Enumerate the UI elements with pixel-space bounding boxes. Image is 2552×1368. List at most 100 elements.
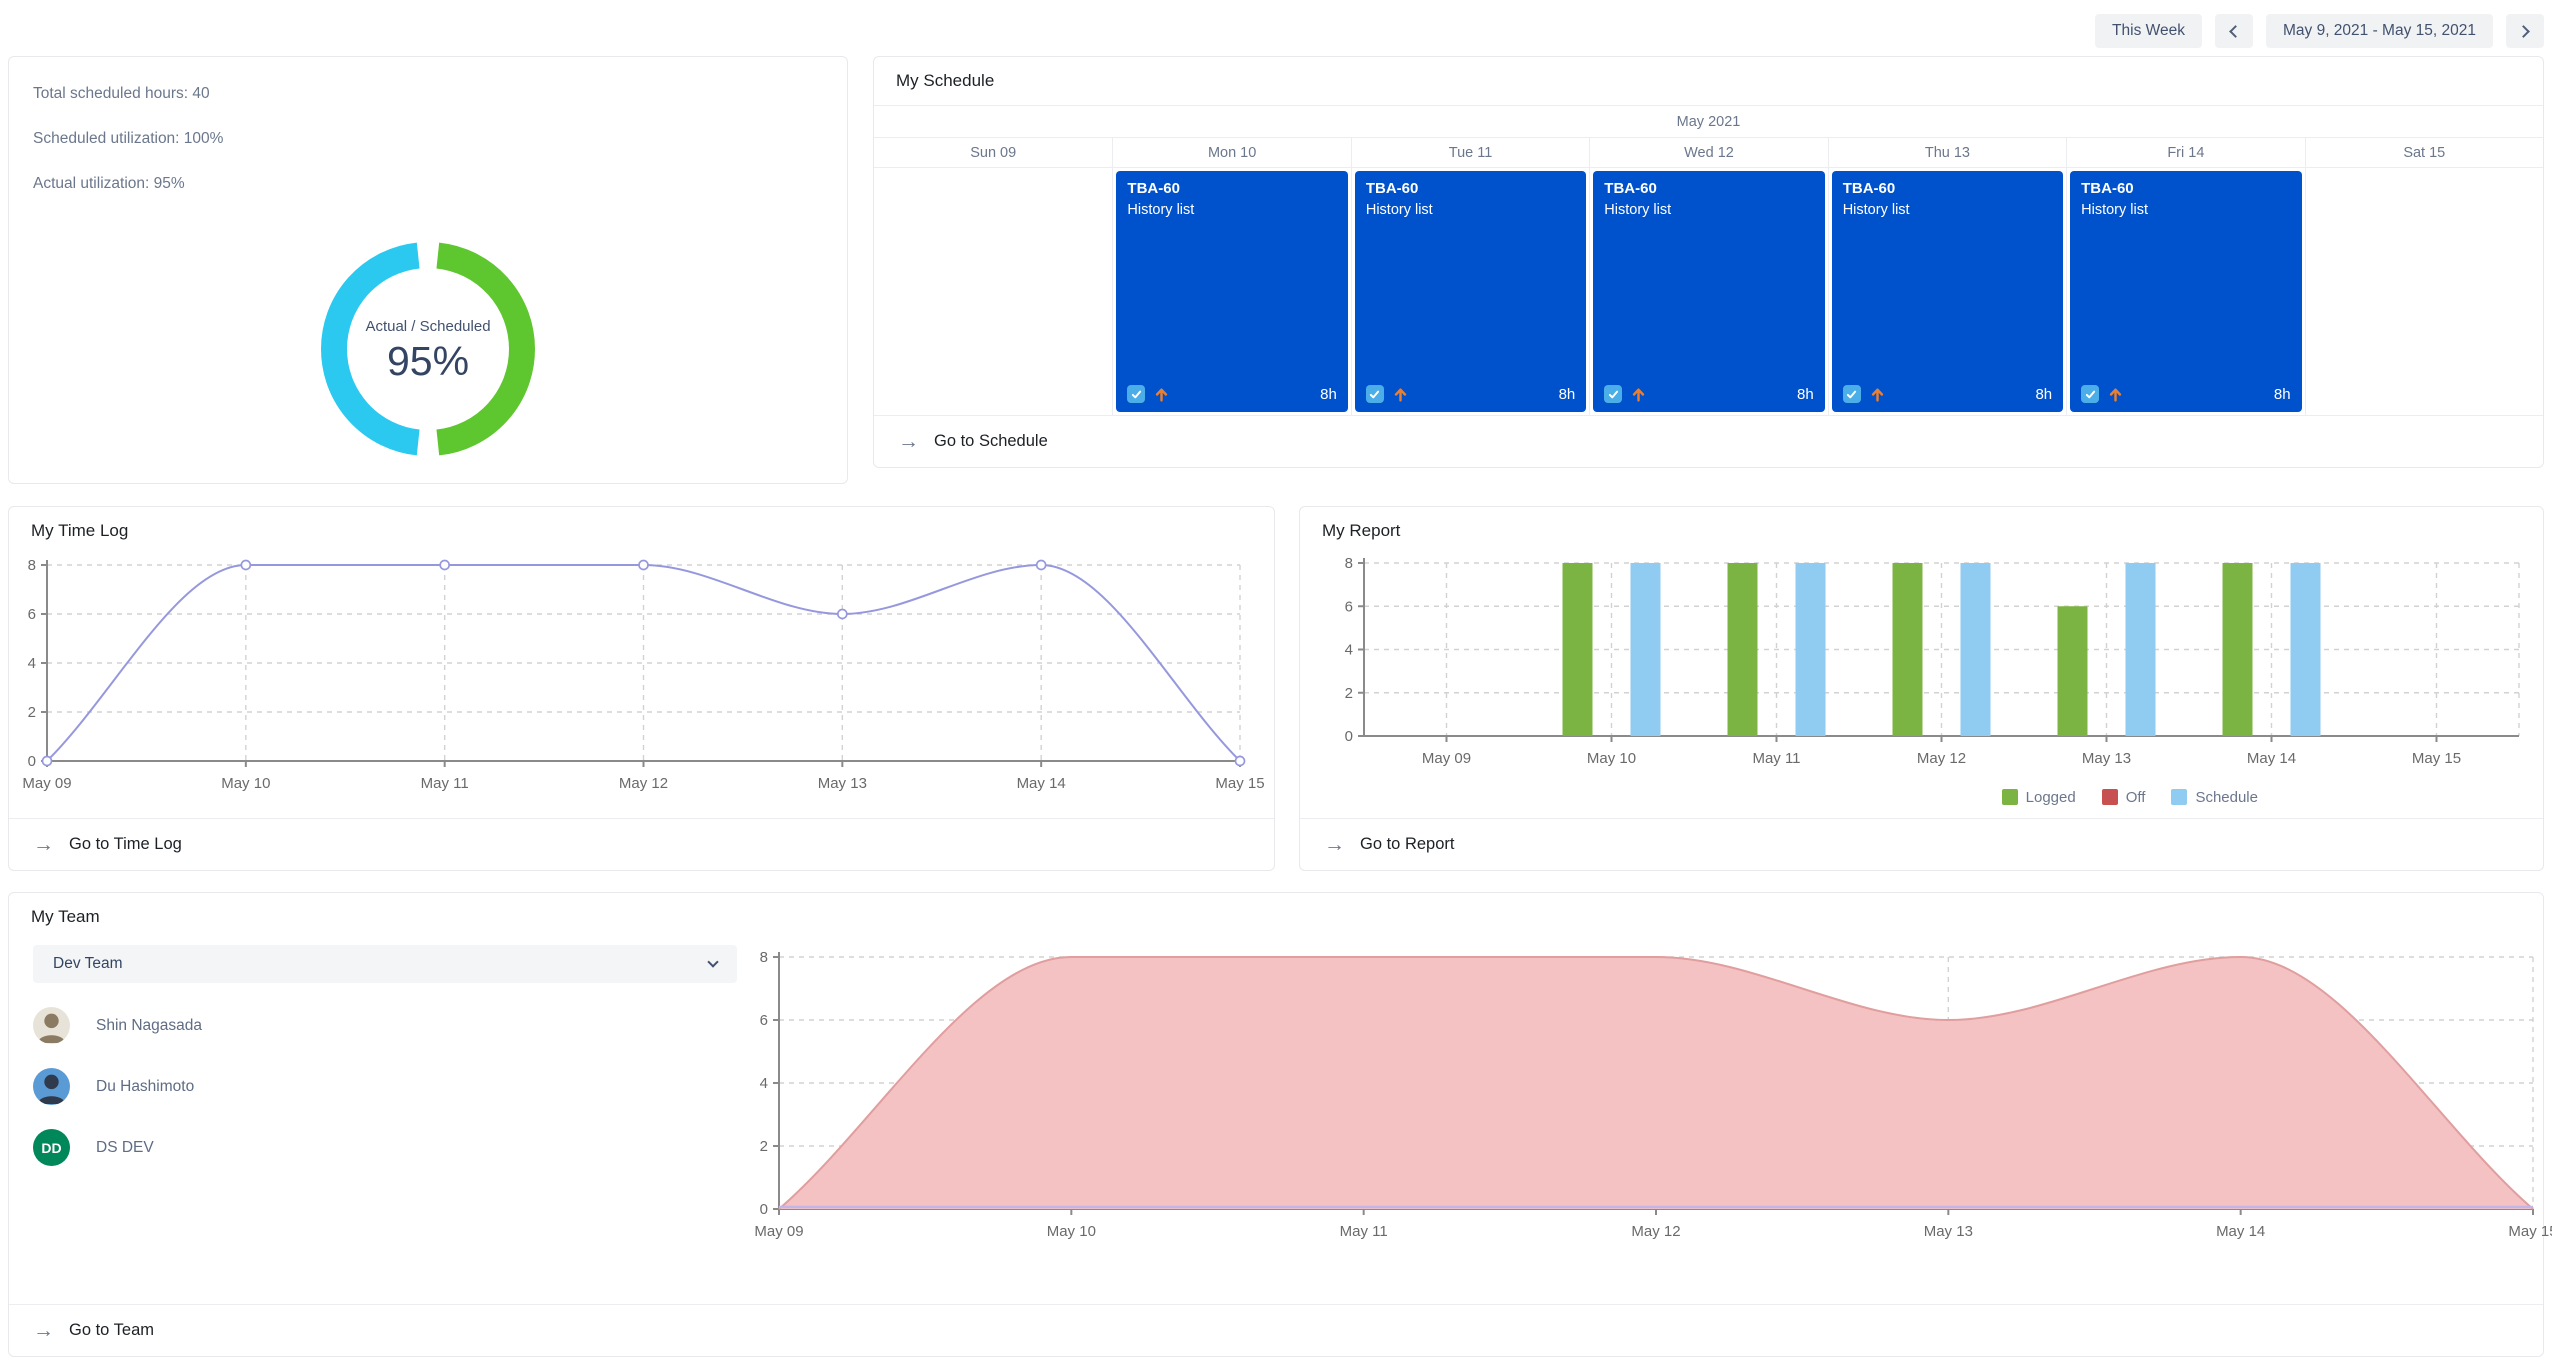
chevron-left-icon — [2229, 24, 2243, 38]
event-hours: 8h — [1320, 385, 1337, 403]
logged-swatch-icon — [2001, 789, 2018, 805]
day-header-tue: Tue 11 — [1350, 138, 1589, 167]
member-name: Du Hashimoto — [96, 1077, 195, 1095]
event-summary: History list — [2081, 202, 2149, 218]
schedule-event[interactable]: TBA-60 History list 8h — [1593, 171, 1825, 412]
event-issue-key: TBA-60 — [1365, 180, 1419, 197]
svg-text:May 09: May 09 — [1422, 750, 1471, 767]
svg-text:May 13: May 13 — [818, 775, 867, 792]
go-to-timelog-link[interactable]: → Go to Time Log — [9, 818, 1274, 870]
day-header-fri: Fri 14 — [2066, 138, 2304, 167]
this-week-button[interactable]: This Week — [2095, 14, 2202, 48]
schedule-event[interactable]: TBA-60 History list 8h — [1354, 171, 1587, 412]
schedule-event[interactable]: TBA-60 History list 8h — [1831, 171, 2064, 412]
task-type-icon — [1604, 385, 1623, 403]
priority-high-icon — [1630, 386, 1647, 403]
team-member-row[interactable]: DD DS DEV — [33, 1129, 737, 1166]
timelog-card: My Time Log 0 2 4 6 8 May 09 May 10 May 11 May 1… — [8, 506, 1275, 871]
team-title: My Team — [31, 907, 100, 926]
go-to-timelog-label: Go to Time Log — [69, 835, 182, 853]
scheduled-utilization-text: Scheduled utilization: 100% — [33, 130, 224, 147]
schedule-event[interactable]: TBA-60 History list 8h — [1116, 171, 1348, 412]
svg-text:May 10: May 10 — [1047, 1223, 1096, 1240]
event-hours: 8h — [1797, 385, 1814, 403]
event-summary: History list — [1365, 202, 1433, 218]
total-scheduled-hours-text: Total scheduled hours: 40 — [33, 85, 210, 102]
go-to-schedule-link[interactable]: → Go to Schedule — [874, 415, 2543, 467]
svg-text:6: 6 — [1345, 598, 1353, 615]
actual-utilization-text: Actual utilization: 95% — [33, 175, 185, 192]
svg-text:2: 2 — [1345, 685, 1353, 702]
schedule-card: My Schedule May 2021 Sun 09 Mon 10 Tue 1… — [873, 56, 2544, 468]
svg-text:May 14: May 14 — [2247, 750, 2296, 767]
report-title: My Report — [1322, 521, 1401, 540]
report-chart-svg: 0 2 4 6 8 May 09 May 10 May 11 May 12 May 13 May 1… — [1345, 555, 2520, 767]
avatar — [33, 1007, 70, 1044]
donut-chart-svg — [321, 242, 535, 456]
go-to-schedule-label: Go to Schedule — [934, 432, 1048, 450]
task-type-icon — [1842, 385, 1861, 403]
svg-text:May 14: May 14 — [1017, 775, 1066, 792]
event-issue-key: TBA-60 — [1127, 180, 1180, 197]
go-to-team-label: Go to Team — [69, 1321, 154, 1339]
day-header-row: Sun 09 Mon 10 Tue 11 Wed 12 Thu 13 Fri 1… — [874, 137, 2543, 168]
chevron-right-icon — [2516, 24, 2530, 38]
go-to-report-link[interactable]: → Go to Report — [1300, 818, 2543, 870]
day-cell-sun — [874, 168, 1112, 415]
team-card: My Team Dev Team Shin Nagasada — [8, 892, 2552, 1357]
svg-text:May 11: May 11 — [421, 775, 469, 792]
event-hours: 8h — [2273, 385, 2291, 403]
schedule-events-row: TBA-60 History list 8h TBA-60 History li… — [874, 168, 2543, 415]
svg-text:May 10: May 10 — [221, 775, 270, 792]
svg-text:4: 4 — [760, 1075, 768, 1092]
legend-item-schedule: Schedule — [2171, 789, 2258, 806]
timelog-chart-svg: 0 2 4 6 8 May 09 May 10 May 11 May 12 May 13 May 1… — [22, 557, 1264, 792]
event-summary: History list — [1127, 202, 1195, 218]
go-to-team-link[interactable]: → Go to Team — [9, 1304, 2543, 1356]
team-selector-value: Dev Team — [53, 955, 123, 972]
schedule-swatch-icon — [2171, 789, 2188, 805]
svg-text:0: 0 — [1345, 728, 1353, 745]
priority-high-icon — [1153, 386, 1170, 403]
event-issue-key: TBA-60 — [1604, 180, 1657, 197]
legend-label: Logged — [2025, 788, 2076, 806]
task-type-icon — [2081, 385, 2100, 403]
svg-text:May 11: May 11 — [1340, 1223, 1388, 1240]
day-header-mon: Mon 10 — [1112, 138, 1350, 167]
svg-text:8: 8 — [760, 949, 768, 966]
schedule-event[interactable]: TBA-60 History list 8h — [2070, 171, 2302, 412]
team-member-row[interactable]: Du Hashimoto — [33, 1068, 737, 1105]
legend-item-logged: Logged — [2001, 788, 2076, 806]
day-cell-fri: TBA-60 History list 8h — [2066, 168, 2304, 415]
team-selector[interactable]: Dev Team — [33, 945, 737, 983]
priority-high-icon — [1392, 386, 1409, 403]
chevron-down-icon — [707, 956, 719, 968]
svg-text:May 11: May 11 — [1752, 750, 1800, 767]
svg-text:6: 6 — [760, 1012, 768, 1029]
timelog-title: My Time Log — [31, 521, 129, 540]
task-type-icon — [1365, 385, 1384, 403]
date-range-button[interactable]: May 9, 2021 - May 15, 2021 — [2265, 14, 2493, 48]
day-header-sun: Sun 09 — [970, 144, 1017, 161]
svg-text:May 09: May 09 — [754, 1223, 803, 1240]
legend-item-off: Off — [2101, 788, 2146, 806]
right-arrow-icon: → — [1324, 833, 1345, 856]
team-member-row[interactable]: Shin Nagasada — [33, 1007, 737, 1044]
utilization-donut-chart: Actual / Scheduled 95% — [321, 242, 535, 461]
svg-text:8: 8 — [28, 557, 36, 574]
svg-text:May 12: May 12 — [619, 775, 668, 792]
prev-week-button[interactable] — [2214, 14, 2253, 48]
svg-text:4: 4 — [1345, 642, 1353, 659]
priority-high-icon — [2107, 386, 2124, 403]
avatar: DD — [33, 1129, 70, 1166]
svg-text:0: 0 — [28, 753, 36, 770]
event-issue-key: TBA-60 — [1842, 180, 1896, 197]
legend-label: Off — [2125, 788, 2146, 806]
event-summary: History list — [1604, 202, 1672, 218]
svg-text:May 15: May 15 — [2508, 1223, 2552, 1240]
svg-text:May 09: May 09 — [22, 775, 71, 792]
svg-text:May 13: May 13 — [2082, 750, 2131, 767]
next-week-button[interactable] — [2506, 14, 2544, 48]
go-to-report-label: Go to Report — [1360, 835, 1455, 853]
svg-text:May 12: May 12 — [1917, 750, 1966, 767]
